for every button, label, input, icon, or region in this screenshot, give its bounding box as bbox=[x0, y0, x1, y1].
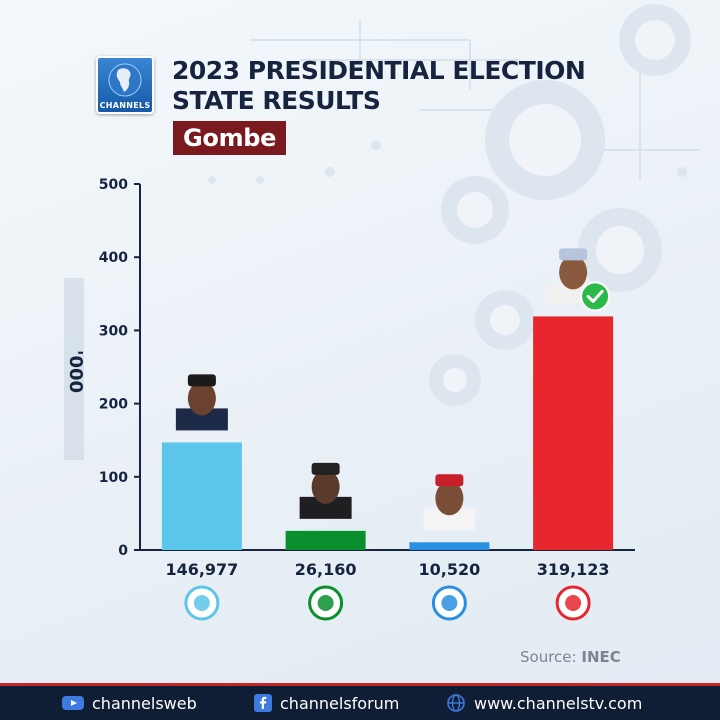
bar-chart: 0 100 200 300 400 500 146,977 26,160 10,520 319,… bbox=[99, 177, 635, 621]
website-link[interactable]: www.channelstv.com bbox=[446, 686, 642, 720]
value-labels: 146,977 26,160 10,520 319,123 bbox=[165, 560, 609, 579]
youtube-link[interactable]: channelsweb bbox=[62, 686, 197, 720]
footer-divider bbox=[0, 683, 720, 686]
source-label: Source: bbox=[520, 648, 577, 666]
value-label-apc: 146,977 bbox=[165, 560, 238, 579]
y-tick-label: 100 bbox=[99, 470, 128, 486]
candidate-portrait-lp bbox=[299, 462, 352, 519]
value-label-lp: 26,160 bbox=[295, 560, 357, 579]
y-axis-label-panel bbox=[64, 278, 84, 460]
bars bbox=[161, 316, 614, 550]
source-value: INEC bbox=[581, 648, 621, 666]
bar-nnpp bbox=[409, 542, 490, 550]
title-line-1: 2023 PRESIDENTIAL ELECTION bbox=[172, 56, 586, 85]
y-tick-label: 400 bbox=[99, 250, 128, 266]
footer-bar: channelsweb channelsforum www.channelstv… bbox=[0, 686, 720, 720]
youtube-handle: channelsweb bbox=[92, 693, 197, 713]
candidate-portrait-apc bbox=[175, 374, 228, 431]
y-tick-label: 500 bbox=[99, 177, 128, 193]
facebook-link[interactable]: channelsforum bbox=[254, 686, 399, 720]
channels-logo: CHANNELS bbox=[96, 56, 154, 114]
page-title: 2023 PRESIDENTIAL ELECTION STATE RESULTS bbox=[172, 56, 642, 116]
party-logos bbox=[184, 585, 591, 621]
logo-text: CHANNELS bbox=[99, 101, 151, 110]
party-logo-apc bbox=[184, 585, 220, 621]
bar-apc bbox=[161, 442, 242, 550]
website-url: www.channelstv.com bbox=[474, 693, 643, 713]
y-tick-label: 0 bbox=[118, 543, 128, 559]
y-ticks: 0 100 200 300 400 500 bbox=[99, 177, 140, 559]
bar-lp bbox=[285, 530, 366, 550]
facebook-icon bbox=[254, 694, 272, 712]
source-note: Source: INEC bbox=[520, 648, 621, 666]
title-line-2: STATE RESULTS bbox=[172, 86, 381, 115]
state-badge: Gombe bbox=[173, 121, 287, 155]
candidate-portraits bbox=[175, 248, 611, 531]
globe-icon bbox=[108, 63, 142, 97]
candidate-portrait-nnpp bbox=[423, 474, 476, 531]
value-label-nnpp: 10,520 bbox=[419, 560, 481, 579]
youtube-icon bbox=[62, 696, 84, 710]
y-tick-label: 300 bbox=[99, 323, 128, 339]
bar-pdp bbox=[533, 316, 614, 550]
y-tick-label: 200 bbox=[99, 397, 128, 413]
globe-web-icon bbox=[447, 694, 465, 712]
party-logo-nnpp bbox=[431, 585, 467, 621]
party-logo-lp bbox=[308, 585, 344, 621]
facebook-handle: channelsforum bbox=[280, 693, 400, 713]
winner-check-icon bbox=[580, 281, 611, 312]
value-label-pdp: 319,123 bbox=[537, 560, 610, 579]
party-logo-pdp bbox=[555, 585, 591, 621]
